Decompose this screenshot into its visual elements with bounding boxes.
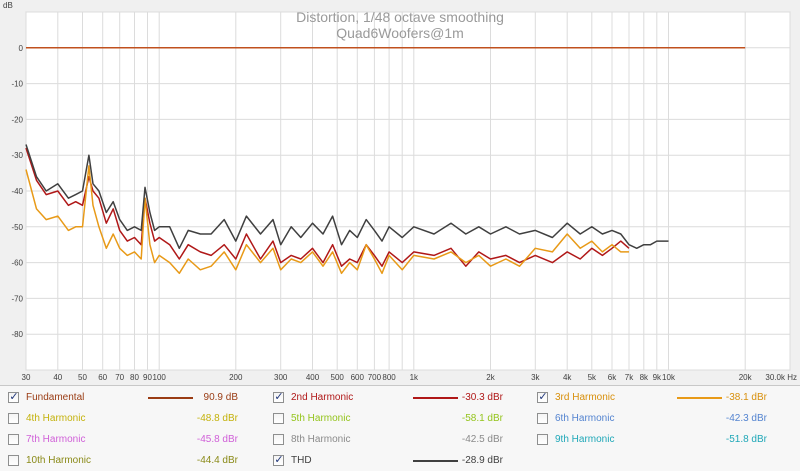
legend-item-6th-harmonic[interactable]: ✓ 6th Harmonic -42.3 dBr [537,409,799,429]
legend-checkbox-7th-harmonic[interactable]: ✓ [8,434,19,445]
legend-item-fundamental[interactable]: ✓ Fundamental 90.9 dB [8,388,270,408]
legend-label: 9th Harmonic [555,434,615,445]
legend-value: -58.1 dBr [461,413,503,424]
x-tick-label: 60 [98,373,107,382]
checkmark-icon: ✓ [538,391,548,403]
x-tick-label: 1k [410,373,419,382]
legend-checkbox-3rd-harmonic[interactable]: ✓ [537,391,548,403]
legend-item-7th-harmonic[interactable]: ✓ 7th Harmonic -45.8 dBr [8,430,270,450]
x-tick-label: 200 [229,373,243,382]
x-tick-label: 800 [382,373,396,382]
legend-label: 2nd Harmonic [291,392,354,403]
legend-item-5th-harmonic[interactable]: ✓ 5th Harmonic -58.1 dBr [273,409,535,429]
legend-label: 6th Harmonic [555,413,615,424]
x-tick-label: 8k [640,373,649,382]
legend-checkbox-fundamental[interactable]: ✓ [8,391,19,403]
legend-panel: ✓ Fundamental 90.9 dB ✓ 2nd Harmonic -30.3 dB… [0,385,800,471]
legend-label: 3rd Harmonic [555,392,616,403]
legend-label: 4th Harmonic [26,413,86,424]
legend-swatch [677,397,722,399]
legend-label: 10th Harmonic [26,455,92,466]
legend-label: 5th Harmonic [291,413,351,424]
legend-value: -38.1 dBr [725,392,767,403]
x-tick-label: 5k [588,373,597,382]
x-tick-label: 10k [662,373,676,382]
legend-item-8th-harmonic[interactable]: ✓ 8th Harmonic -42.5 dBr [273,430,535,450]
legend-value: -45.8 dBr [196,434,238,445]
x-tick-label: 20k [739,373,753,382]
legend-checkbox-9th-harmonic[interactable]: ✓ [537,434,548,445]
x-tick-label: 9k [653,373,662,382]
y-tick-label: -70 [11,294,23,303]
x-tick-label: 400 [306,373,320,382]
y-tick-label: -20 [11,115,23,124]
legend-label: THD [291,455,312,466]
legend-value: 90.9 dB [203,392,238,403]
x-tick-label: 6k [608,373,617,382]
x-tick-label: 700 [368,373,382,382]
checkmark-icon: ✓ [9,391,19,403]
legend-label: Fundamental [26,392,85,403]
legend-value: -28.9 dBr [461,455,503,466]
y-tick-label: -80 [11,330,23,339]
legend-item-9th-harmonic[interactable]: ✓ 9th Harmonic -51.8 dBr [537,430,799,450]
x-tick-label: 30.0k Hz [765,373,797,382]
x-tick-label: 30 [22,373,31,382]
x-tick-label: 70 [115,373,124,382]
2nd-harmonic-line [25,147,630,267]
x-tick-label: 2k [486,373,495,382]
legend-checkbox-2nd-harmonic[interactable]: ✓ [273,391,284,403]
x-tick-label: 80 [130,373,139,382]
legend-value: -48.8 dBr [196,413,238,424]
legend-checkbox-8th-harmonic[interactable]: ✓ [273,434,284,445]
legend-label: 8th Harmonic [291,434,351,445]
x-tick-label: 50 [78,373,87,382]
legend-item-10th-harmonic[interactable]: ✓ 10th Harmonic -44.4 dBr [8,451,270,471]
legend-checkbox-10th-harmonic[interactable]: ✓ [8,455,19,466]
y-tick-label: -30 [11,151,23,160]
legend-value: -30.3 dBr [461,392,503,403]
thd-line [25,144,669,250]
checkmark-icon: ✓ [274,391,284,403]
y-axis-label: dB [3,1,13,10]
legend-checkbox-4th-harmonic[interactable]: ✓ [8,413,19,424]
legend-item-4th-harmonic[interactable]: ✓ 4th Harmonic -48.8 dBr [8,409,270,429]
x-tick-label: 7k [625,373,634,382]
legend-item-thd[interactable]: ✓ THD -28.9 dBr [273,451,535,471]
legend-value: -51.8 dBr [725,434,767,445]
y-tick-label: 0 [19,44,24,53]
x-tick-label: 90 [143,373,152,382]
legend-value: -44.4 dBr [196,455,238,466]
legend-item-2nd-harmonic[interactable]: ✓ 2nd Harmonic -30.3 dBr [273,388,535,408]
checkmark-icon: ✓ [274,454,284,466]
x-tick-label: 3k [531,373,540,382]
y-tick-label: -10 [11,80,23,89]
legend-label: 7th Harmonic [26,434,86,445]
legend-value: -42.5 dBr [461,434,503,445]
legend-value: -42.3 dBr [725,413,767,424]
chart-title: Distortion, 1/48 octave smoothing [296,9,504,25]
3rd-harmonic-line [25,165,629,275]
legend-checkbox-6th-harmonic[interactable]: ✓ [537,413,548,424]
x-tick-label: 40 [53,373,62,382]
x-tick-label: 500 [331,373,345,382]
x-tick-label: 300 [274,373,288,382]
x-tick-label: 100 [153,373,167,382]
legend-swatch [148,397,193,399]
y-tick-label: -50 [11,223,23,232]
chart-subtitle: Quad6Woofers@1m [336,25,464,41]
legend-swatch [413,460,458,462]
legend-swatch [413,397,458,399]
legend-checkbox-thd[interactable]: ✓ [273,454,284,466]
legend-item-3rd-harmonic[interactable]: ✓ 3rd Harmonic -38.1 dBr [537,388,799,408]
y-tick-label: -60 [11,259,23,268]
x-tick-label: 4k [563,373,572,382]
y-tick-label: -40 [11,187,23,196]
legend-checkbox-5th-harmonic[interactable]: ✓ [273,413,284,424]
x-tick-label: 600 [351,373,365,382]
